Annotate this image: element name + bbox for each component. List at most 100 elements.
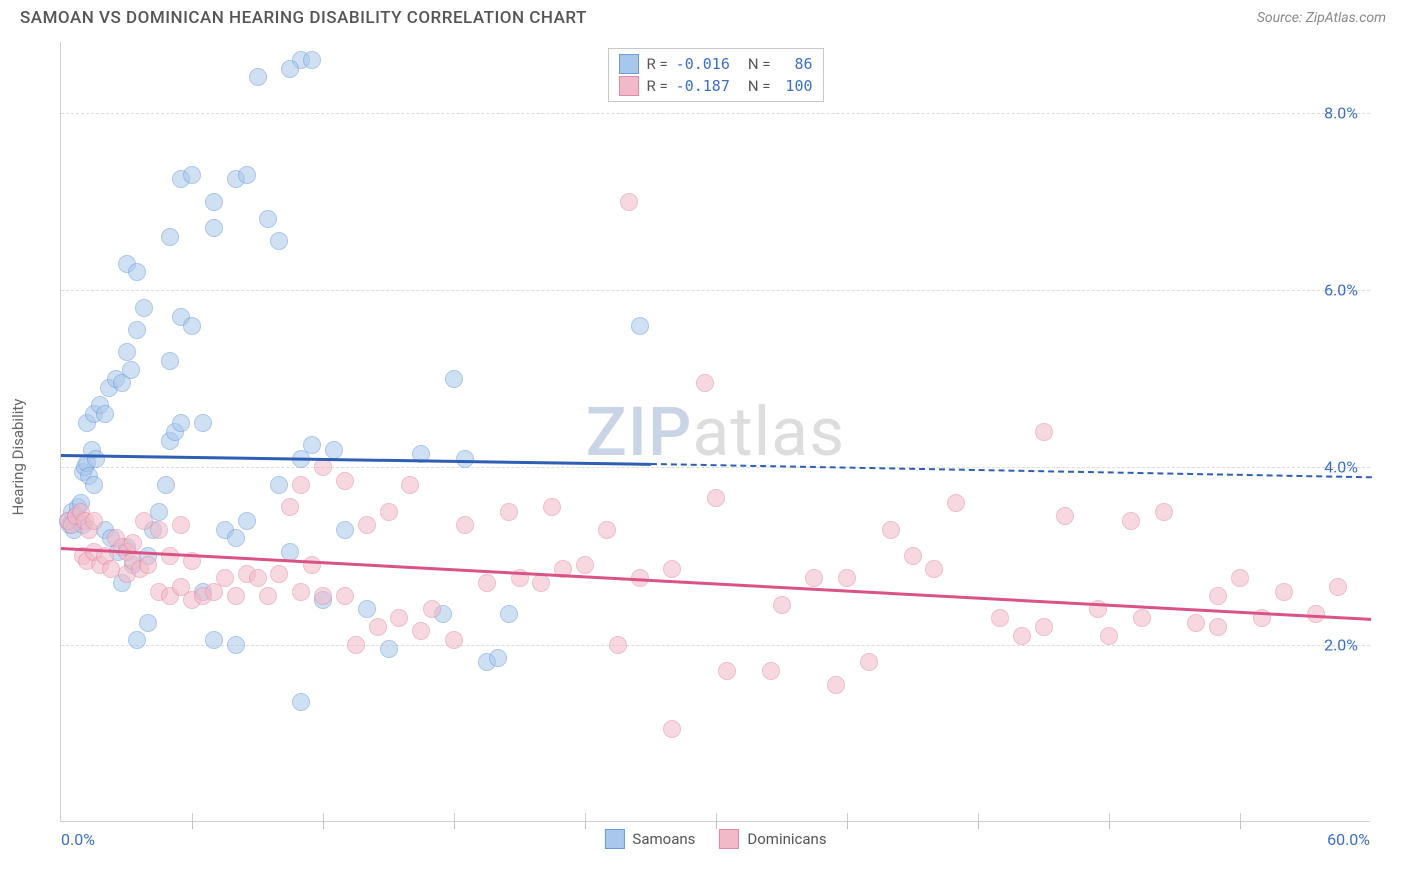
data-point [401, 476, 419, 494]
data-point [281, 543, 299, 561]
data-point [259, 210, 277, 228]
x-tick [978, 821, 979, 829]
x-tick [585, 821, 586, 829]
legend-n-value: 100 [779, 77, 813, 95]
data-point [620, 193, 638, 211]
data-point [227, 587, 245, 605]
x-tick [716, 821, 717, 829]
data-point [238, 512, 256, 530]
data-point [150, 503, 168, 521]
trend-line [61, 454, 651, 465]
legend-swatch [618, 76, 638, 96]
data-point [882, 521, 900, 539]
y-tick-label: 8.0% [1324, 103, 1358, 122]
data-point [532, 574, 550, 592]
data-point [380, 640, 398, 658]
data-point [663, 560, 681, 578]
plot-area: ZIPatlas R =-0.016N =86R =-0.187N =100 S… [60, 42, 1370, 822]
data-point [122, 361, 140, 379]
data-point [336, 587, 354, 605]
x-tick [1240, 821, 1241, 829]
legend-stats: R =-0.016N =86R =-0.187N =100 [607, 48, 823, 102]
data-point [838, 569, 856, 587]
data-point [1209, 587, 1227, 605]
data-point [227, 636, 245, 654]
gridline [61, 290, 1370, 291]
data-point [292, 693, 310, 711]
data-point [249, 569, 267, 587]
data-point [991, 609, 1009, 627]
data-point [128, 263, 146, 281]
data-point [358, 516, 376, 534]
gridline [61, 645, 1370, 646]
data-point [259, 587, 277, 605]
data-point [161, 352, 179, 370]
legend-series-label: Dominicans [747, 830, 826, 848]
x-tick [1109, 821, 1110, 829]
data-point [238, 166, 256, 184]
legend-series-item: Samoans [604, 829, 695, 849]
data-point [369, 618, 387, 636]
data-point [161, 547, 179, 565]
data-point [139, 614, 157, 632]
trend-line-extrapolated [650, 463, 1371, 478]
data-point [172, 516, 190, 534]
x-axis-min-label: 0.0% [61, 830, 95, 849]
legend-r-label: R = [646, 77, 667, 95]
data-point [1155, 503, 1173, 521]
legend-swatch [618, 54, 638, 74]
legend-r-value: -0.016 [676, 55, 730, 73]
data-point [718, 662, 736, 680]
data-point [135, 299, 153, 317]
legend-stat-row: R =-0.187N =100 [618, 75, 812, 97]
data-point [314, 587, 332, 605]
x-tick [847, 813, 848, 821]
x-tick [454, 813, 455, 821]
data-point [96, 405, 114, 423]
data-point [85, 476, 103, 494]
data-point [773, 596, 791, 614]
chart-title: SAMOAN VS DOMINICAN HEARING DISABILITY C… [20, 8, 587, 28]
y-tick-label: 6.0% [1324, 281, 1358, 300]
data-point [576, 556, 594, 574]
data-point [423, 600, 441, 618]
data-point [805, 569, 823, 587]
data-point [456, 516, 474, 534]
data-point [827, 676, 845, 694]
watermark-part1: ZIP [586, 392, 693, 472]
data-point [707, 489, 725, 507]
data-point [1133, 609, 1151, 627]
data-point [205, 193, 223, 211]
x-tick [847, 821, 848, 829]
data-point [281, 60, 299, 78]
data-point [358, 600, 376, 618]
data-point [139, 556, 157, 574]
gridline [61, 467, 1370, 468]
data-point [445, 631, 463, 649]
legend-stat-row: R =-0.016N =86 [618, 53, 812, 75]
data-point [249, 68, 267, 86]
data-point [1187, 614, 1205, 632]
data-point [1035, 618, 1053, 636]
data-point [489, 649, 507, 667]
data-point [161, 228, 179, 246]
data-point [1100, 627, 1118, 645]
data-point [904, 547, 922, 565]
data-point [1056, 507, 1074, 525]
legend-series-label: Samoans [632, 830, 695, 848]
data-point [150, 521, 168, 539]
data-point [172, 414, 190, 432]
data-point [478, 574, 496, 592]
legend-swatch [719, 829, 739, 849]
data-point [183, 166, 201, 184]
data-point [390, 609, 408, 627]
data-point [1329, 578, 1347, 596]
data-point [347, 636, 365, 654]
data-point [183, 317, 201, 335]
data-point [336, 521, 354, 539]
legend-r-label: R = [646, 55, 667, 73]
data-point [325, 441, 343, 459]
x-tick [1240, 813, 1241, 821]
data-point [631, 317, 649, 335]
y-tick-label: 2.0% [1324, 635, 1358, 654]
